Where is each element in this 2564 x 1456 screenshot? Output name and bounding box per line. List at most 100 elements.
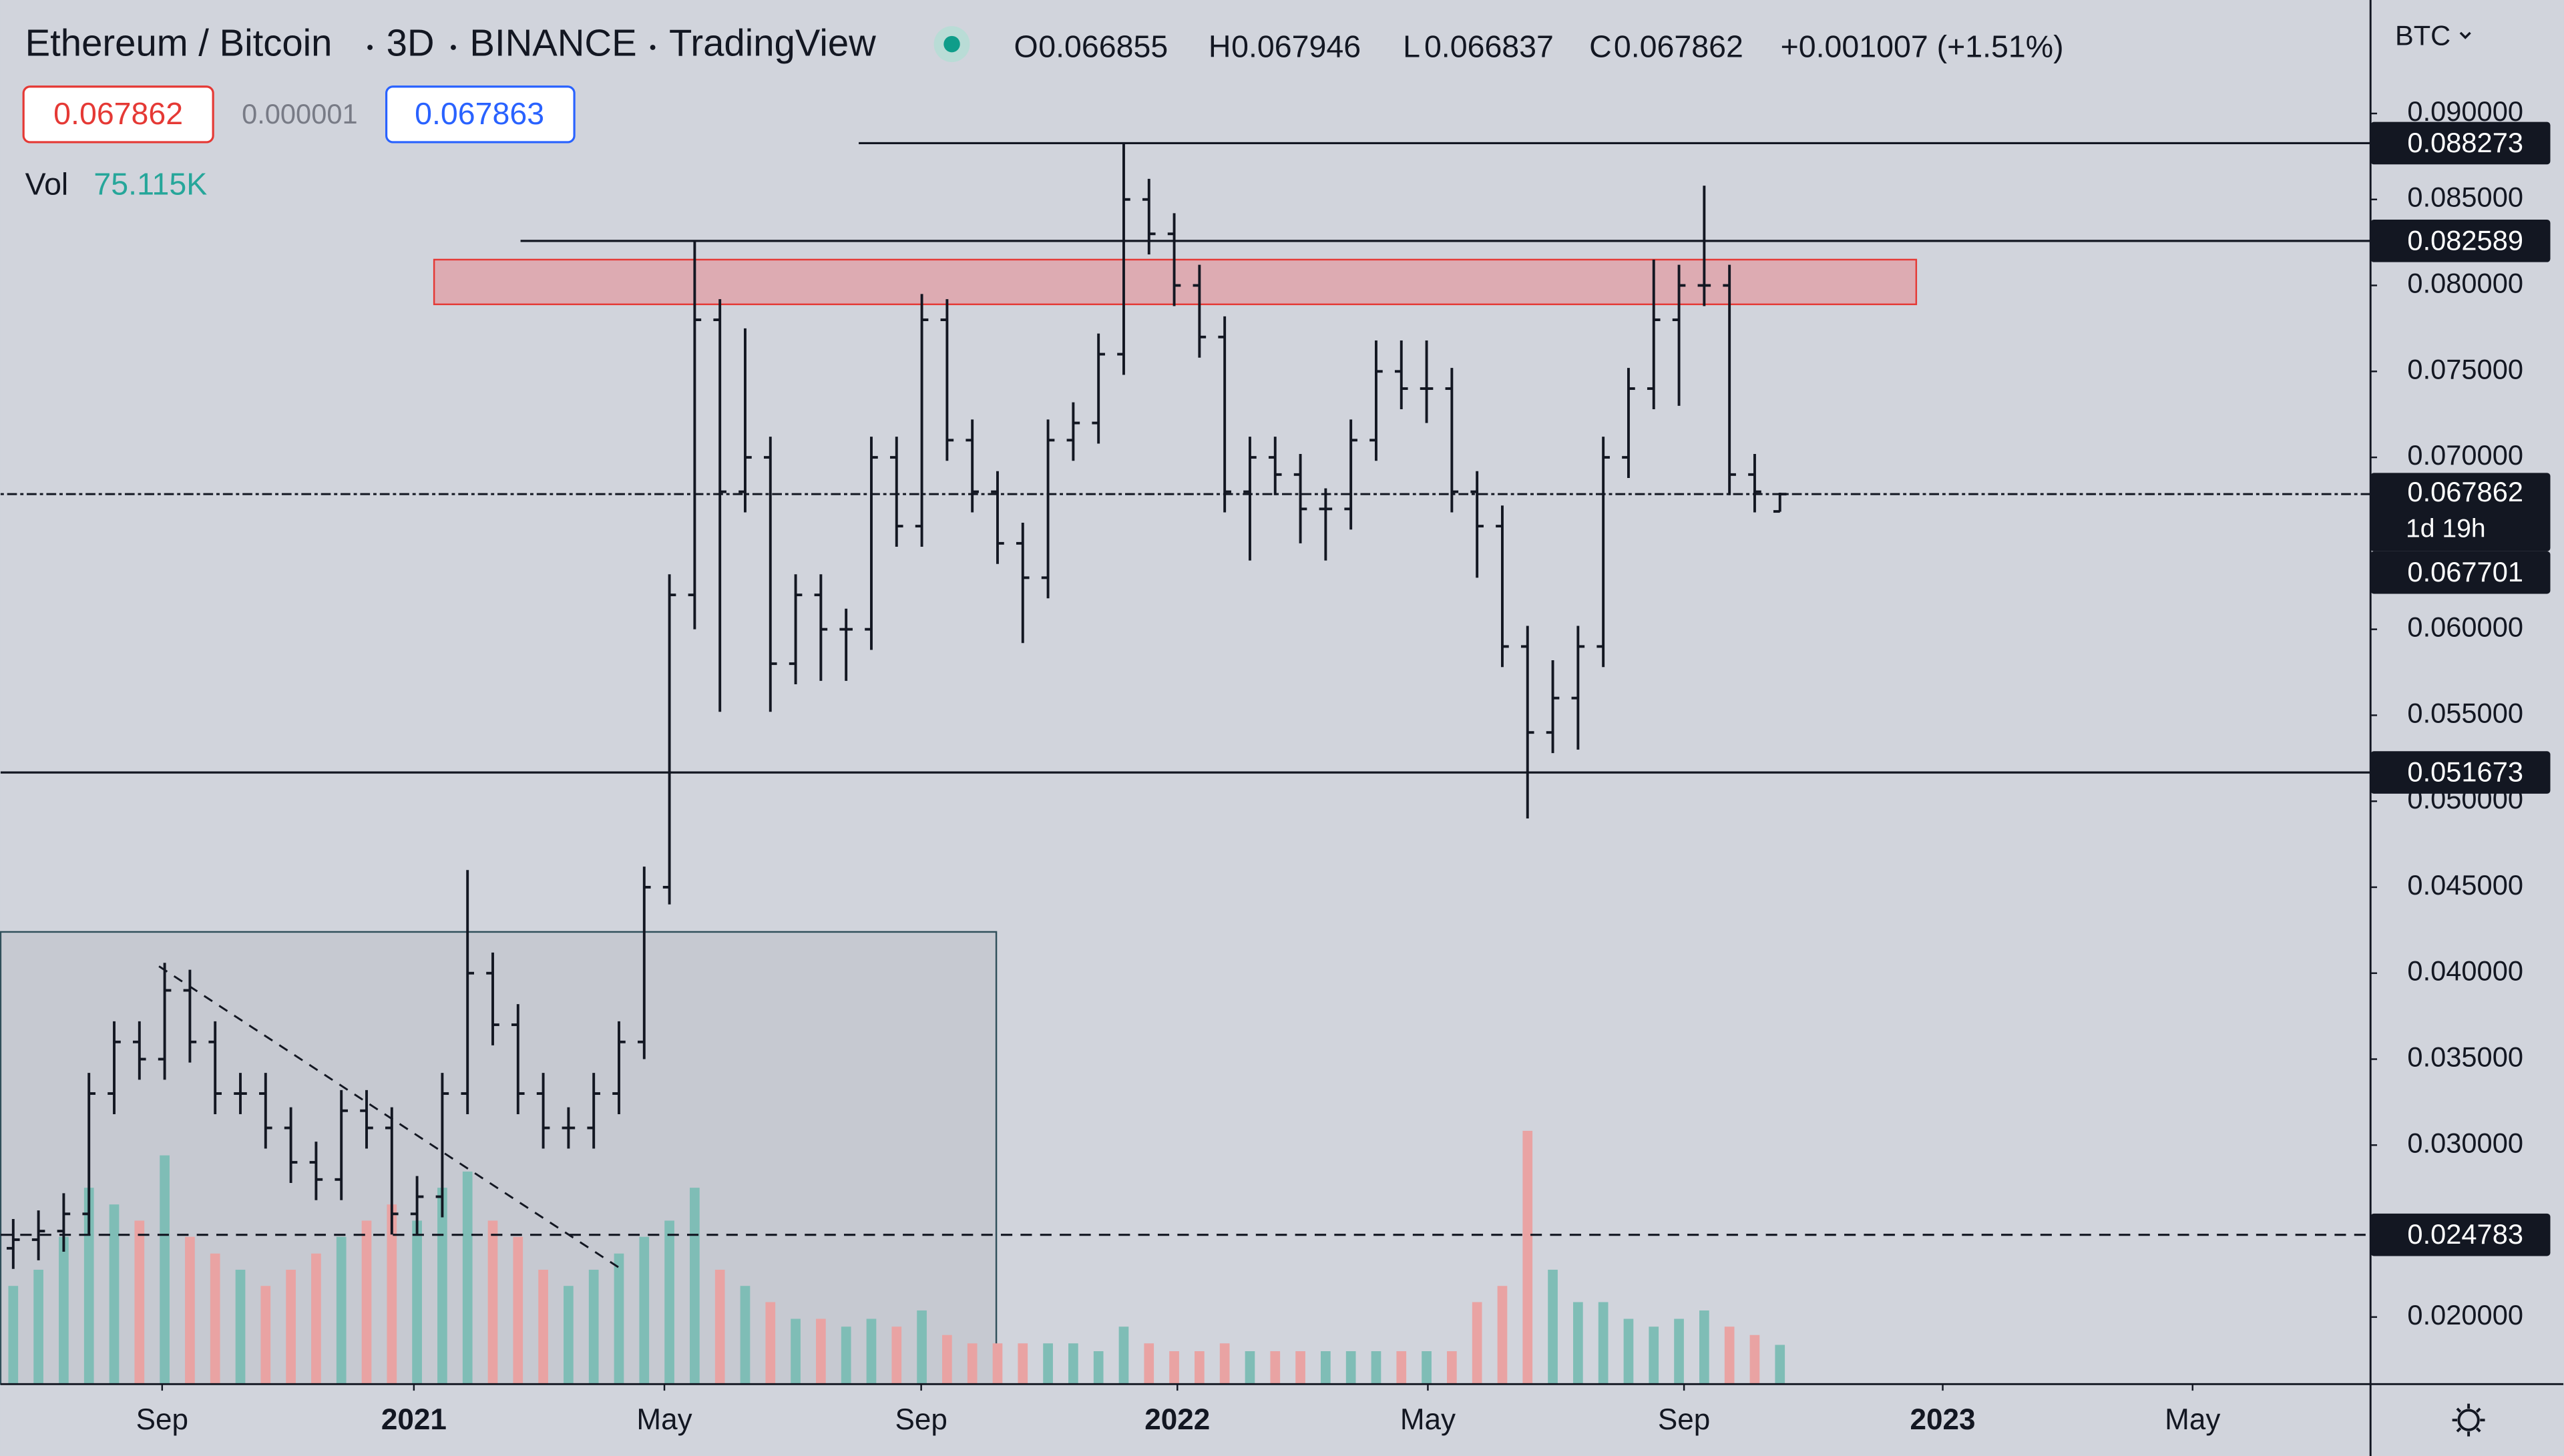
volume-bar <box>564 1286 574 1385</box>
x-tick-label: May <box>2165 1403 2220 1436</box>
x-tick-label: Sep <box>1658 1403 1710 1436</box>
volume-bar <box>33 1269 43 1385</box>
level-label: 0.082589 <box>2407 224 2523 256</box>
axes: 0.020000 0.030000 0.035000 0.040000 0.045000… <box>136 95 2551 1436</box>
level-label-box <box>2370 122 2551 165</box>
ohlc-value: 0.067862 <box>1614 29 1743 64</box>
buy-price: 0.067863 <box>415 96 544 131</box>
trend-line <box>158 965 619 1268</box>
sell-price: 0.067862 <box>53 96 183 131</box>
volume-bar <box>992 1343 1003 1385</box>
exchange: BINANCE <box>469 21 636 63</box>
volume-value: 75.115K <box>93 166 207 201</box>
header: Ethereum / Bitcoin 3D BINANCE TradingVie… <box>22 19 2485 1437</box>
y-tick-label: 0.030000 <box>2407 1127 2523 1158</box>
volume-bar <box>336 1236 347 1385</box>
volume-bar <box>1371 1351 1381 1385</box>
x-tick-label: May <box>636 1403 692 1436</box>
y-tick-label: 0.090000 <box>2407 95 2523 127</box>
x-tick-label: Sep <box>895 1403 947 1436</box>
volume-bar <box>1749 1334 1760 1385</box>
volume-bar <box>841 1326 851 1385</box>
volume-bar <box>185 1236 195 1385</box>
ohlc-label: L <box>1403 29 1420 64</box>
volume-bar <box>1649 1326 1659 1385</box>
interval: 3D <box>387 21 435 63</box>
volume-bar <box>1674 1318 1684 1385</box>
volume-bar <box>311 1253 321 1385</box>
volume-bar <box>361 1220 372 1385</box>
y-tick-label: 0.045000 <box>2407 869 2523 901</box>
volume-bar <box>538 1269 548 1385</box>
volume-bar <box>714 1269 725 1385</box>
y-tick-label: 0.040000 <box>2407 955 2523 987</box>
spread: 0.000001 <box>242 98 358 130</box>
volume-bar <box>1195 1351 1205 1385</box>
volume-bar <box>1144 1343 1154 1385</box>
volume-bar <box>412 1220 422 1385</box>
volume-bar <box>614 1253 624 1385</box>
volume-bar <box>8 1286 19 1385</box>
volume-bar <box>1043 1343 1053 1385</box>
separator <box>650 45 656 50</box>
volume-bar <box>664 1220 674 1385</box>
level-label: 0.051673 <box>2407 756 2523 788</box>
volume-bar <box>917 1310 927 1385</box>
separator <box>451 45 456 50</box>
range-box <box>0 931 998 1385</box>
volume-bar <box>1598 1302 1609 1385</box>
ohlc-label: C <box>1589 29 1612 64</box>
volume-title: Vol <box>25 166 69 201</box>
plot-area <box>0 142 2371 1385</box>
volume-bar <box>513 1236 523 1385</box>
extra-price-label-box <box>2370 551 2551 594</box>
volume-bar <box>134 1220 145 1385</box>
volume-bar <box>1321 1351 1331 1385</box>
level-label-box <box>2370 1213 2551 1256</box>
symbol-title: Ethereum / Bitcoin <box>25 21 333 63</box>
volume-bar <box>1068 1343 1078 1385</box>
volume-bar <box>740 1286 751 1385</box>
volume-bar <box>1396 1351 1407 1385</box>
level-label-box <box>2370 751 2551 794</box>
ohlc-value: 0.067946 <box>1231 29 1361 64</box>
separator <box>367 45 373 50</box>
volume-bar <box>1724 1326 1735 1385</box>
volume-bar <box>235 1269 246 1385</box>
ohlc-label: O <box>1014 29 1038 64</box>
x-tick-label: Sep <box>136 1403 188 1436</box>
current-price-box <box>2370 473 2551 551</box>
volume-bar <box>1775 1345 1785 1385</box>
volume-bar <box>210 1253 220 1385</box>
volume-bar <box>1118 1326 1129 1385</box>
volume-bar <box>942 1334 952 1385</box>
ohlc-value: 0.066855 <box>1038 29 1168 64</box>
currency-selector[interactable]: BTC <box>2395 19 2450 51</box>
volume-bar <box>1245 1351 1255 1385</box>
volume-bar <box>1295 1351 1305 1385</box>
x-tick-label: 2023 <box>1910 1403 1976 1436</box>
y-tick-label: 0.085000 <box>2407 182 2523 213</box>
y-tick-label: 0.070000 <box>2407 439 2523 471</box>
volume-bar <box>690 1188 700 1385</box>
volume-bar <box>1472 1302 1482 1385</box>
y-tick-label: 0.080000 <box>2407 268 2523 299</box>
countdown: 1d 19h <box>2406 514 2486 543</box>
volume-bar <box>1169 1351 1179 1385</box>
x-tick-label: 2022 <box>1144 1403 1210 1436</box>
chevron <box>2459 31 2471 39</box>
volume-bar <box>437 1188 447 1385</box>
volume-bar <box>1573 1302 1583 1385</box>
buy-button[interactable] <box>385 85 576 144</box>
volume-bar <box>286 1269 296 1385</box>
volume-bar <box>462 1171 473 1385</box>
sell-button[interactable] <box>22 85 214 144</box>
ohlc-value: 0.066837 <box>1424 29 1554 64</box>
volume-bar <box>765 1302 776 1385</box>
x-tick-label: May <box>1400 1403 1456 1436</box>
y-tick-label: 0.020000 <box>2407 1299 2523 1330</box>
extra-price-label: 0.067701 <box>2407 556 2523 587</box>
volume-bar <box>816 1318 826 1385</box>
